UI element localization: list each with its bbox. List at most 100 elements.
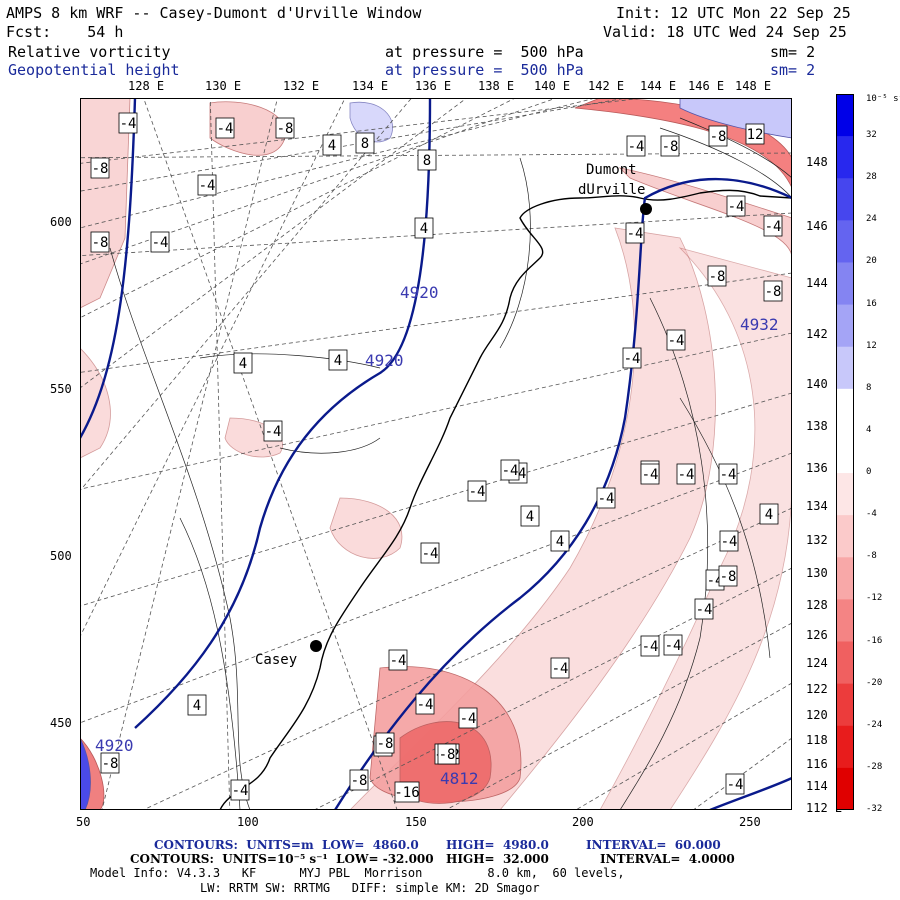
colorbar-segment (836, 725, 854, 769)
vort-label-text: -4 (502, 463, 519, 479)
vort-contour-label: -8 (375, 732, 395, 754)
vort-label-box (275, 117, 295, 139)
vort-label-text: -4 (668, 333, 685, 349)
vort-label-box (233, 352, 253, 374)
vort-label-text: -8 (765, 284, 782, 300)
station-marker-dumont (640, 203, 652, 215)
x-tick-label: 200 (572, 815, 594, 829)
vort-contour-label: 4 (328, 349, 348, 371)
colorbar-tick-label: 12 (866, 340, 877, 351)
vort-label-box (759, 503, 779, 525)
vort-contour-label: -8 (90, 157, 110, 179)
vorticity-contours (109, 117, 792, 810)
vort-label-box (187, 694, 207, 716)
footer-height-interval: INTERVAL= 60.000 (586, 838, 721, 852)
height-label: 4932 (740, 315, 779, 334)
footer-height-high: HIGH= 4980.0 (446, 838, 549, 852)
colorbar-tick-label: -20 (866, 677, 883, 688)
geopotential-contours (80, 98, 792, 810)
colorbar-tick-label: -12 (866, 593, 883, 604)
colorbar-tick-label: 32 (866, 130, 877, 141)
vort-label-box (666, 329, 686, 351)
top-lon-label: 128 E (128, 79, 165, 93)
vort-label-box (708, 125, 728, 147)
footer-vort-high: HIGH= 32.000 (446, 852, 549, 866)
height-label: 4920 (400, 283, 439, 302)
vort-label-text: -8 (720, 569, 737, 585)
colorbar-tick-label: 28 (866, 172, 877, 183)
vort-label-box (375, 732, 395, 754)
footer-model-info: Model Info: V4.3.3 KF MYJ PBL Morrison 8… (90, 866, 625, 880)
vort-label-text: -4 (417, 697, 434, 713)
vort-contour-label: -4 (467, 480, 487, 502)
vort-contour-label: -16 (394, 781, 420, 803)
footer-physics-info: LW: RRTM SW: RRTMG DIFF: simple KM: 2D S… (200, 881, 540, 895)
vort-label-box (640, 463, 660, 485)
vort-contour-label: -8 (349, 769, 369, 791)
vort-contour-label: -8 (90, 231, 110, 253)
vort-label-box (660, 135, 680, 157)
x-tick-label: 250 (739, 815, 761, 829)
colorbar-tick-label: -4 (866, 509, 877, 520)
colorbar-tick-label: 4 (866, 424, 872, 435)
valid-time: Valid: 18 UTC Wed 24 Sep 25 (603, 23, 847, 41)
vort-label-box (150, 231, 170, 253)
colorbar-tick-label: 20 (866, 256, 877, 267)
top-lon-label: 142 E (588, 79, 625, 93)
colorbar-tick-label: -28 (866, 761, 883, 772)
vort-contour-label: -4 (622, 347, 642, 369)
vort-contour-label: -4 (663, 634, 683, 656)
vort-label-text: -4 (642, 467, 659, 483)
map-frame (80, 98, 792, 810)
colorbar-tick-label: 16 (866, 298, 877, 309)
footer-vort-interval: INTERVAL= 4.0000 (600, 852, 735, 866)
vort-label-box (355, 132, 375, 154)
vort-label-text: -8 (662, 139, 679, 155)
vort-label-text: 12 (747, 127, 764, 143)
vort-contour-label: -8 (275, 117, 295, 139)
footer-height-contours: CONTOURS: UNITS=m LOW= 4860.0 (154, 838, 419, 852)
colorbar-segment (836, 430, 854, 474)
vort-label-text: -4 (721, 534, 738, 550)
colorbar-segment (836, 515, 854, 558)
field2-name: Geopotential height (8, 61, 180, 79)
colorbar-segment (836, 641, 854, 685)
init-time: Init: 12 UTC Mon 22 Sep 25 (616, 4, 851, 22)
vort-contour-label: -8 (718, 565, 738, 587)
coastline (219, 189, 792, 810)
vort-label-box (90, 157, 110, 179)
plot-title: AMPS 8 km WRF -- Casey-Dumont d'Urville … (6, 4, 422, 22)
vort-contour-label: 4 (520, 505, 540, 527)
vort-contour-label: -4 (550, 657, 570, 679)
vort-label-text: -4 (217, 121, 234, 137)
lat-lon-grid (80, 98, 792, 810)
y-tick-label: 450 (50, 716, 72, 730)
station-label-durville: dUrville (578, 182, 645, 198)
vort-contour-label: 4 (414, 217, 434, 239)
vort-contour-label: -4 (718, 463, 738, 485)
vort-label-box (417, 149, 437, 171)
vort-label-text: -16 (394, 785, 419, 801)
vort-label-text: 4 (334, 353, 342, 369)
vort-contour-label: -4 (596, 487, 616, 509)
vort-label-text: -4 (628, 139, 645, 155)
vort-label-text: 4 (526, 509, 534, 525)
vort-label-box (707, 265, 727, 287)
vort-contour-label: 8 (417, 149, 437, 171)
vort-contour-label: -8 (708, 125, 728, 147)
vort-label-text: -4 (642, 639, 659, 655)
colorbar-tick-label: 8 (866, 382, 872, 393)
vort-label-text: -4 (460, 711, 477, 727)
colorbar-frame (836, 94, 854, 810)
vort-contour-label: -4 (388, 649, 408, 671)
vort-label-box (694, 598, 714, 620)
y-tick-label: 600 (50, 215, 72, 229)
top-lon-label: 144 E (640, 79, 677, 93)
vort-label-text: -4 (422, 546, 439, 562)
vort-label-box (718, 463, 738, 485)
vort-label-text: -4 (624, 351, 641, 367)
vort-contour-label: -8 (437, 743, 457, 765)
vort-label-text: -4 (265, 424, 282, 440)
vort-label-box (625, 222, 645, 244)
vort-label-text: -8 (710, 129, 727, 145)
